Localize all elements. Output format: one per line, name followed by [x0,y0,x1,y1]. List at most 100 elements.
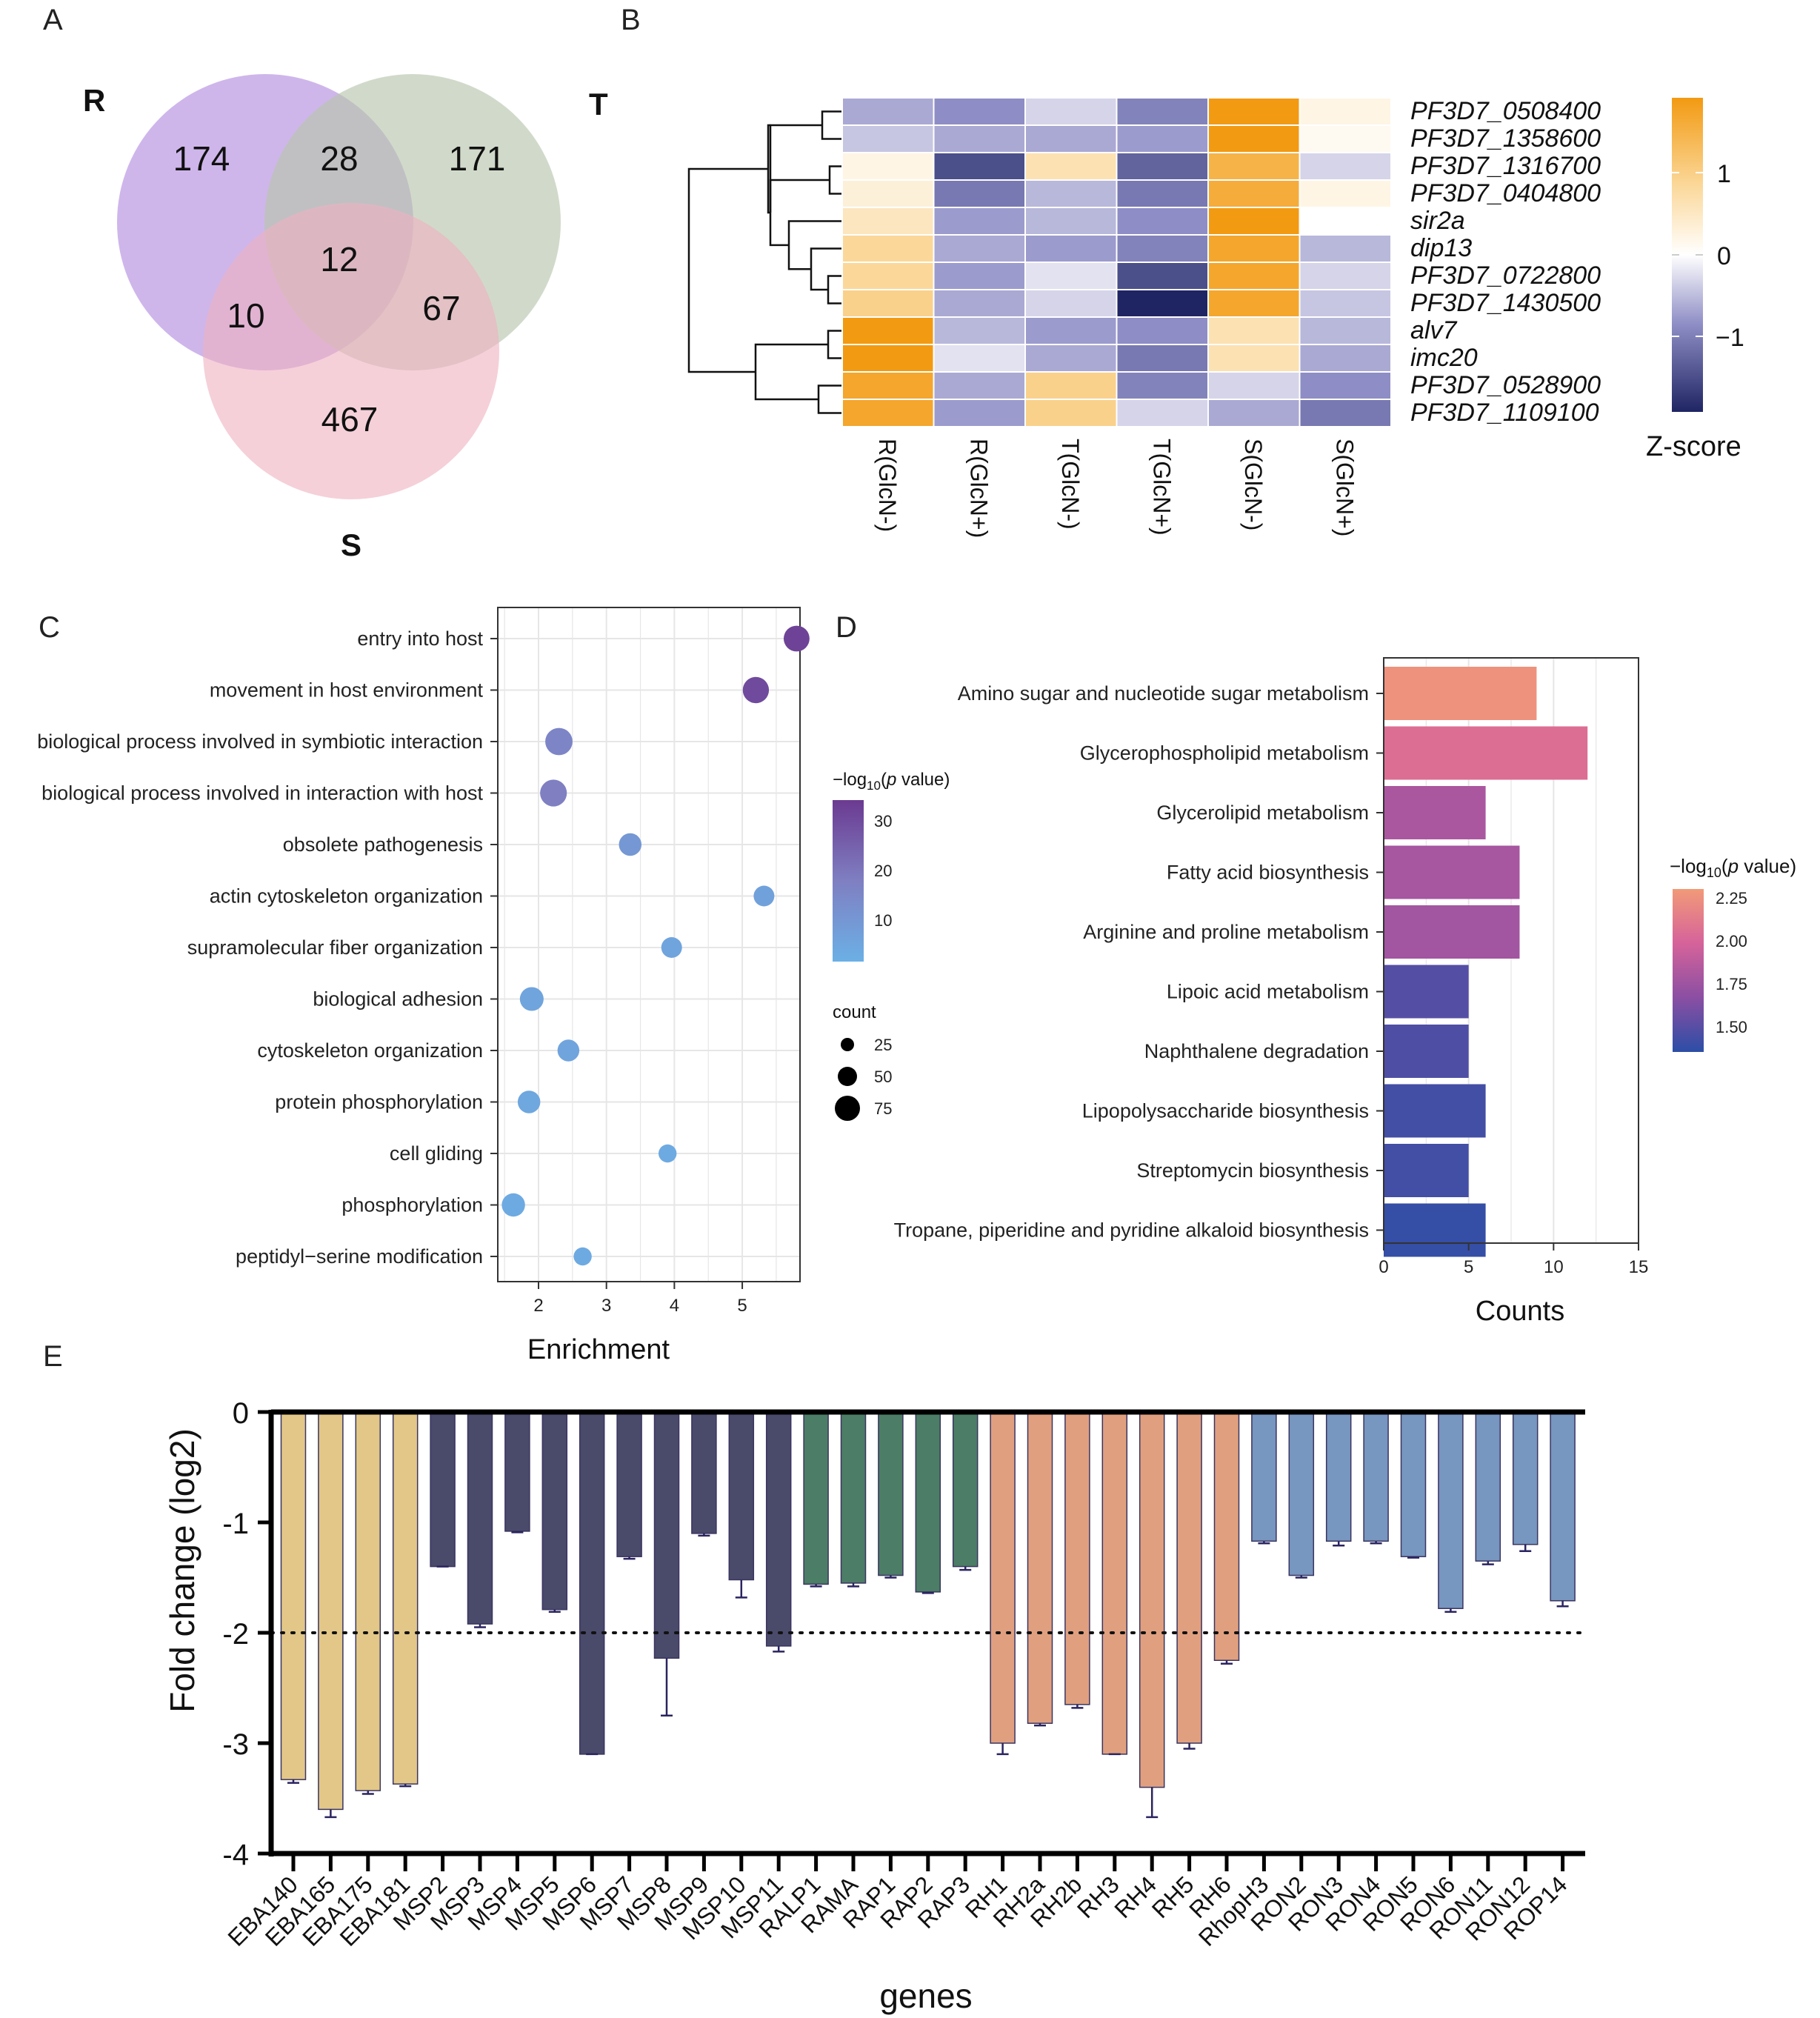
c-category-label: biological process involved in interacti… [41,782,483,805]
heatmap-row-label: PF3D7_1430500 [1410,289,1601,317]
e-bar [728,1411,755,1581]
c-xtick-label: 4 [670,1296,679,1316]
e-bar [467,1411,493,1625]
zscore-tick: 0 [1717,242,1731,270]
c-point [540,779,567,807]
venn-label-t: T [589,87,608,121]
e-errorbar [287,1779,299,1784]
heatmap-cell [1299,234,1392,263]
dendrogram-branch [827,275,842,304]
heatmap-cell [1116,371,1209,400]
c-category-label: biological adhesion [313,988,483,1010]
c-color-tick: 10 [874,911,892,930]
heatmap-cell [1207,124,1301,153]
c-size-tick: 75 [874,1099,892,1118]
heatmap-col-label: T(GlcN+) [1148,439,1175,536]
d-category-label: Lipopolysaccharide biosynthesis [1082,1100,1369,1122]
c-category-label: biological process involved in symbiotic… [37,730,483,753]
d-xtick-label: 5 [1464,1257,1473,1277]
e-bar [1288,1411,1315,1576]
heatmap-cell [933,371,1026,400]
heatmap-cell [933,234,1026,263]
d-xtick-label: 10 [1544,1257,1564,1277]
c-color-tick: 30 [874,812,892,830]
e-errorbar [474,1624,486,1628]
c-point [557,1039,580,1062]
e-errorbar [1258,1541,1270,1545]
d-color-tick: 1.75 [1716,975,1747,993]
c-color-tick: 20 [874,862,892,880]
e-errorbar [773,1645,785,1653]
heatmap-row-label: PF3D7_0404800 [1410,179,1601,207]
c-size-tick: 50 [874,1068,892,1086]
c-xtick-label: 3 [601,1296,611,1316]
e-errorbar [548,1609,561,1613]
c-size-legend-dot [835,1096,860,1121]
heatmap-cell [1024,371,1118,400]
heatmap-row-label: sir2a [1410,207,1465,235]
c-color-colorbar [833,800,864,962]
heatmap-cell [933,152,1026,181]
e-errorbar [361,1791,374,1795]
panel-letter-a: A [43,4,63,36]
d-bar [1384,667,1537,720]
d-category-label: Glycerophospholipid metabolism [1080,742,1369,765]
heatmap-cell [1024,124,1118,153]
heatmap-cell [1024,316,1118,345]
d-color-tick: 2.00 [1716,932,1747,950]
e-errorbar [884,1575,897,1579]
heatmap-cell [1024,289,1118,318]
e-bar [430,1411,456,1568]
d-category-label: Fatty acid biosynthesis [1167,862,1369,884]
e-errorbar [698,1533,710,1537]
panel-letter-d: D [836,611,857,644]
c-category-label: movement in host environment [210,679,484,702]
c-point [742,676,770,704]
heatmap-cell [841,316,935,345]
heatmap-cell [1207,262,1301,290]
heatmap-row-label: PF3D7_0722800 [1410,262,1601,290]
e-bar [915,1411,941,1593]
heatmap-cell [841,207,935,236]
e-ytick-label: -3 [222,1728,249,1761]
e-bar [1251,1411,1277,1542]
heatmap-row-label: alv7 [1410,316,1457,344]
e-errorbar [1444,1608,1457,1613]
d-category-label: Streptomycin biosynthesis [1136,1159,1369,1182]
e-bar [1438,1411,1464,1609]
e-bar [504,1411,530,1532]
heatmap-cell [1299,399,1392,427]
d-bar [1384,726,1588,780]
heatmap-cell [1024,97,1118,126]
heatmap-cell [1299,97,1392,126]
panel-b: B PF3D7_0508400PF3D7_1358600PF3D7_131670… [621,4,1744,538]
dendrogram-branch [810,247,842,291]
c-size-legend-dot [841,1038,854,1051]
d-xlabel: Counts [1476,1296,1564,1327]
e-bar [1400,1411,1427,1557]
e-errorbar [623,1556,636,1560]
e-errorbar [1519,1544,1532,1552]
venn-circle-s [203,203,499,499]
e-bar [1176,1411,1202,1744]
panel-letter-c: C [39,611,60,644]
dendrogram-branch [687,167,768,373]
d-bar [1384,1203,1486,1257]
c-category-label: obsolete pathogenesis [283,833,483,856]
heatmap-cell [1116,207,1209,236]
e-errorbar [810,1584,822,1588]
c-point [753,885,775,907]
heatmap-cell [1116,179,1209,208]
heatmap-row-label: PF3D7_1109100 [1410,399,1599,427]
e-bar [280,1411,307,1780]
dendrogram-branch [821,110,842,140]
heatmap-col-label: T(GlcN-) [1057,439,1084,530]
e-errorbar [1146,1787,1159,1819]
venn-label-r: R [83,83,105,118]
heatmap-cell [1207,344,1301,373]
row-dendrogram [687,110,842,414]
c-category-label: cytoskeleton organization [257,1039,483,1062]
heatmap-col-label: S(GlcN-) [1240,439,1267,530]
heatmap-cell [1207,316,1301,345]
heatmap-cell [1207,289,1301,318]
